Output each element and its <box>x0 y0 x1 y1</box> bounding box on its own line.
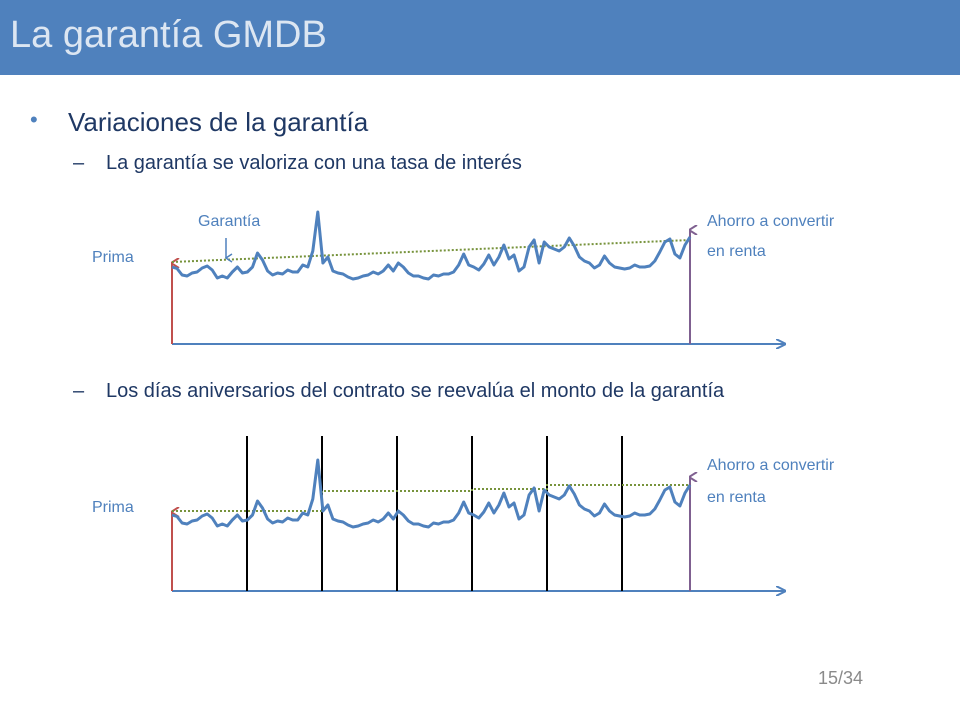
diagram1-garantia-label: Garantía <box>198 213 261 230</box>
bullet-icon: • <box>30 107 38 132</box>
diagram2-ahorro-label-1: Ahorro a convertir <box>707 457 835 474</box>
dash-icon: – <box>73 152 85 174</box>
dash-icon: – <box>73 380 85 402</box>
title-bar: La garantía GMDB <box>0 0 960 75</box>
savings-series <box>171 210 692 281</box>
main-bullet-text: Variaciones de la garantía <box>68 107 369 137</box>
diagram1-ahorro-label-2: en renta <box>707 243 766 260</box>
diagram1-ahorro-label-1: Ahorro a convertir <box>707 213 835 230</box>
diagram2-prima-label: Prima <box>92 499 134 516</box>
savings-series <box>171 458 692 529</box>
sub-bullet-1-text: La garantía se valoriza con una tasa de … <box>106 152 522 174</box>
sub-bullet-2-text: Los días aniversarios del contrato se re… <box>106 380 725 402</box>
guarantee-line <box>171 239 691 263</box>
slide-title: La garantía GMDB <box>10 14 327 56</box>
diagram1-prima-label: Prima <box>92 249 134 266</box>
page-number: 15/34 <box>818 668 864 688</box>
diagram2-ahorro-label-2: en renta <box>707 489 766 506</box>
ratchet-guarantee-line <box>172 484 690 512</box>
